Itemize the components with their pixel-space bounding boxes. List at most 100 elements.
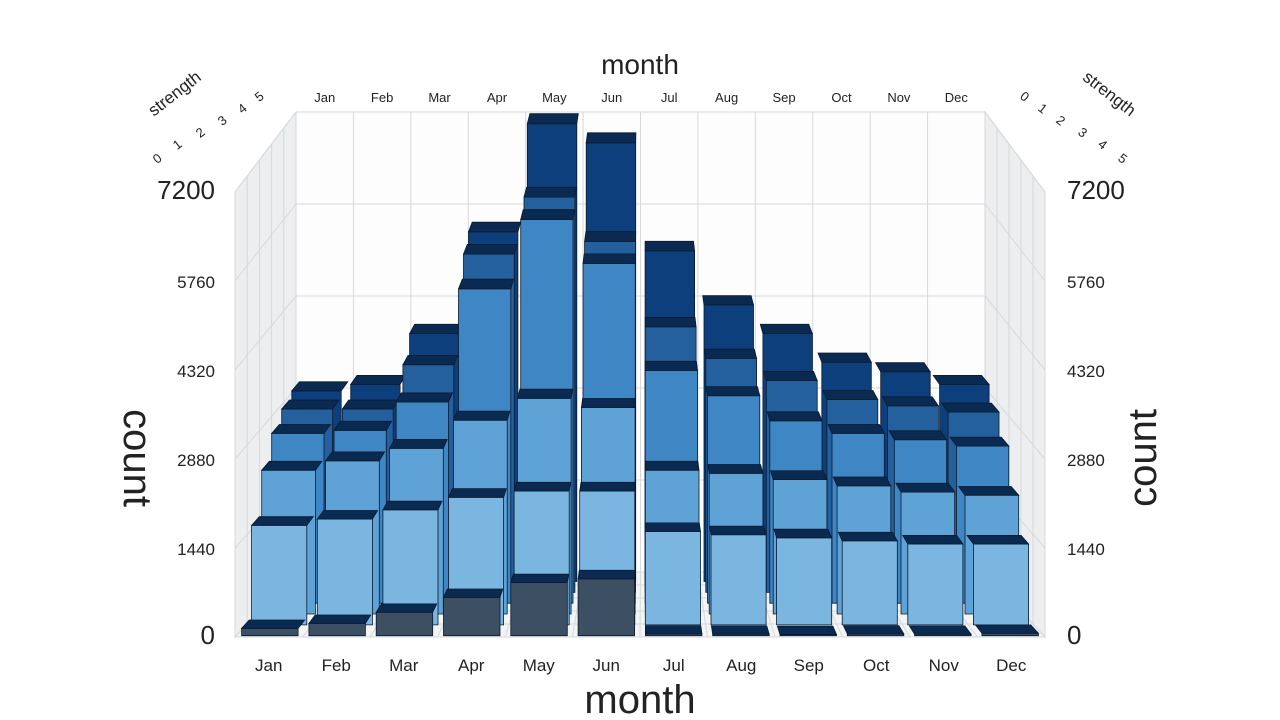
month-tick-label: Feb xyxy=(322,656,351,675)
bar-top-face xyxy=(577,569,636,580)
bar-top-face xyxy=(644,460,700,471)
count-tick-label-right: 4320 xyxy=(1067,362,1105,381)
strength-tick-label-right: 3 xyxy=(1075,124,1090,140)
bar-aug-strength-1 xyxy=(709,525,767,626)
bar-may-strength-0 xyxy=(510,573,570,637)
bar-top-face xyxy=(759,323,813,335)
bar-top-face xyxy=(462,243,518,255)
count-tick-label-right: 1440 xyxy=(1067,540,1105,559)
bar-oct-strength-0 xyxy=(842,625,905,637)
bar-top-face xyxy=(457,278,515,290)
side-wall-gridline xyxy=(234,203,297,282)
bar-top-face xyxy=(442,588,504,598)
bar-top-face xyxy=(817,352,872,363)
month-tick-label: Aug xyxy=(726,656,756,675)
count-tick-label-right: 5760 xyxy=(1067,273,1105,292)
bar-top-face xyxy=(770,470,828,481)
side-wall-gridline xyxy=(984,387,1046,460)
bar-top-face xyxy=(966,535,1030,545)
bar-top-face xyxy=(776,625,838,635)
bar-top-face xyxy=(580,398,636,409)
bar-top-face xyxy=(874,362,931,373)
bar-mar-strength-0 xyxy=(375,603,438,637)
bar-top-face xyxy=(645,625,703,635)
bar-top-face xyxy=(447,488,507,498)
bar-top-face xyxy=(520,209,575,221)
month-tick-label: Apr xyxy=(458,656,485,675)
chart-labels: Jan Jan Feb Feb Mar Mar Apr Apr May May Jun Jun Jul J… xyxy=(150,88,1130,675)
strength-tick-label-right: 5 xyxy=(1115,150,1130,166)
strength-tick-label-right: 1 xyxy=(1035,100,1050,116)
bar-top-face xyxy=(316,510,379,520)
bar-top-face xyxy=(452,410,511,421)
strength-tick-label-left: 0 xyxy=(150,150,165,166)
bar-top-face xyxy=(644,240,696,252)
bar-top-face xyxy=(644,522,701,532)
bar-top-face xyxy=(523,186,577,198)
month-tick-label-top: Sep xyxy=(772,90,795,105)
bar-top-face xyxy=(822,390,879,400)
month-tick-label-top: Jun xyxy=(601,90,622,105)
x-axis-title-bottom: month xyxy=(584,678,695,720)
bar-front-face xyxy=(308,622,366,637)
bar-front-face xyxy=(241,627,299,637)
bar-top-face xyxy=(260,460,323,471)
bar-top-face xyxy=(957,486,1020,496)
bar-front-face xyxy=(251,525,308,626)
count-tick-label-left: 0 xyxy=(201,620,215,650)
bar-top-face xyxy=(702,295,755,306)
bar-front-face xyxy=(973,543,1029,626)
bar-top-face xyxy=(974,624,1040,634)
bar-top-face xyxy=(949,436,1010,447)
month-tick-label-top: Dec xyxy=(945,90,969,105)
strength-tick-label-left: 1 xyxy=(170,136,185,152)
month-tick-label-top: Feb xyxy=(371,90,393,105)
bar-oct-strength-1 xyxy=(837,531,898,626)
bar-top-face xyxy=(582,253,636,265)
bar-top-face xyxy=(908,625,972,635)
bar-top-face xyxy=(341,399,400,410)
month-tick-label: Jun xyxy=(593,656,620,675)
bar-top-face xyxy=(932,374,990,385)
month-tick-label: Jan xyxy=(255,656,282,675)
month-tick-label-top: Nov xyxy=(887,90,911,105)
bar-top-face xyxy=(763,370,818,381)
month-tick-label: Mar xyxy=(389,656,419,675)
bar-top-face xyxy=(644,316,697,328)
bar-top-face xyxy=(290,381,349,392)
y-axis-title-left: count xyxy=(115,409,159,507)
bar-aug-strength-0 xyxy=(710,625,770,637)
bar-front-face xyxy=(316,518,373,626)
bar-front-face xyxy=(710,534,767,626)
bar-top-face xyxy=(888,430,948,441)
chart-bars xyxy=(240,113,1040,637)
strength-tick-label-left: 4 xyxy=(235,100,250,116)
y-axis-title-right: count xyxy=(1121,409,1165,507)
depth-axis-title-right: strength xyxy=(1079,67,1139,120)
bar-top-face xyxy=(837,531,898,542)
month-tick-label: Jul xyxy=(663,656,685,675)
bar-top-face xyxy=(388,438,448,449)
bar-top-face xyxy=(349,374,407,385)
bar-top-face xyxy=(324,451,386,462)
bar-jan-strength-0 xyxy=(240,619,306,637)
month-tick-label-top: Oct xyxy=(831,90,852,105)
bar-top-face xyxy=(895,482,956,493)
month-tick-label: Oct xyxy=(863,656,890,675)
bar-top-face xyxy=(881,396,940,407)
side-wall-gridline xyxy=(984,111,1046,193)
bar-top-face xyxy=(710,625,770,635)
count-tick-label-left: 4320 xyxy=(177,362,215,381)
strength-tick-label-right: 0 xyxy=(1017,88,1032,104)
bar-top-face xyxy=(516,388,574,399)
bar-front-face xyxy=(776,537,833,626)
bar-jun-strength-0 xyxy=(577,569,636,637)
bar-top-face xyxy=(467,221,522,233)
depth-axis-title-left: strength xyxy=(145,67,205,120)
bar-top-face xyxy=(766,411,823,422)
bar-top-face xyxy=(382,500,443,511)
bar-top-face xyxy=(703,348,758,359)
bar-top-face xyxy=(308,614,372,624)
bar-sep-strength-1 xyxy=(773,528,833,626)
count-tick-label-right: 7200 xyxy=(1067,175,1125,205)
